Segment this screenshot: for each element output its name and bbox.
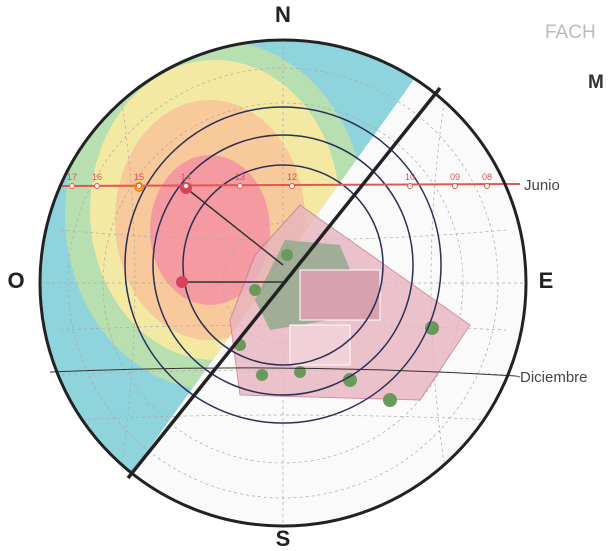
sun-position: [176, 276, 188, 288]
diciembre-leader: [515, 375, 521, 378]
hour-label: 17: [67, 172, 77, 182]
hour-dot: [407, 183, 413, 189]
hour-label: 08: [482, 172, 492, 182]
hour-label: 14: [181, 172, 191, 182]
hour-dot: [237, 183, 243, 189]
horizon: [38, 38, 528, 528]
diciembre-path: [49, 367, 517, 377]
facade-line: [126, 86, 442, 480]
header-title: FACH: [545, 22, 596, 43]
hour-dot: [183, 183, 189, 189]
south-label: S: [276, 526, 291, 551]
hour-label: 09: [450, 172, 460, 182]
hour-dot: [69, 183, 75, 189]
hour-label: 10: [405, 172, 415, 182]
junio-label: Junio: [524, 177, 560, 194]
west-label: O: [7, 268, 24, 293]
hour-label: 12: [287, 172, 297, 182]
heat-red: [150, 155, 270, 305]
hour-dot: [136, 183, 142, 189]
hour-label: 13: [235, 172, 245, 182]
hour-label: 15: [134, 172, 144, 182]
hour-dot: [94, 183, 100, 189]
hour-label: 16: [92, 172, 102, 182]
diciembre-label: Diciembre: [520, 369, 588, 386]
hour-dot: [452, 183, 458, 189]
sun-ray: [185, 187, 284, 266]
header-subtitle: M: [588, 72, 604, 93]
east-label: E: [539, 268, 554, 293]
altitude-circles: [124, 106, 442, 424]
hour-dot: [484, 183, 490, 189]
north-label: N: [275, 2, 291, 27]
hour-labels: 17 16 15 14 13 12 10 09 08: [67, 172, 492, 189]
hour-dot: [289, 183, 295, 189]
